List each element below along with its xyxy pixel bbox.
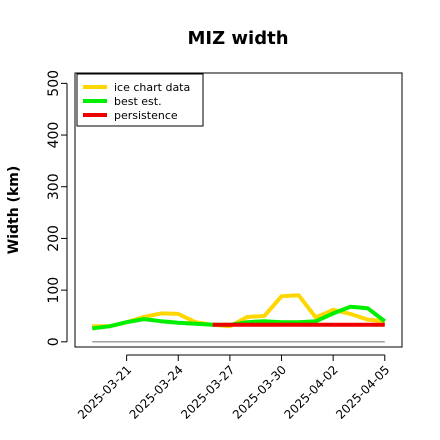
- x-tick-label: 2025-03-27: [178, 363, 237, 422]
- legend-label-ice-chart-data: ice chart data: [114, 81, 190, 94]
- legend-label-persistence: persistence: [114, 109, 178, 122]
- y-axis: 0 100 200 300 400 500: [46, 70, 68, 346]
- x-tick-label: 2025-04-02: [282, 363, 341, 422]
- y-tick-label: 500: [46, 70, 62, 97]
- y-tick-label: 300: [46, 173, 62, 200]
- x-tick-label: 2025-03-21: [75, 363, 134, 422]
- x-tick-label: 2025-03-24: [127, 363, 186, 422]
- chart-title: MIZ width: [187, 28, 288, 49]
- legend: ice chart data best est. persistence: [76, 73, 204, 127]
- y-tick-label: 100: [46, 277, 62, 304]
- y-tick-label: 200: [46, 225, 62, 252]
- plot-frame: [74, 72, 403, 348]
- legend-label-best-est: best est.: [114, 95, 162, 108]
- x-tick-label: 2025-04-05: [333, 363, 392, 422]
- y-tick-label: 0: [46, 337, 62, 346]
- x-tick-label: 2025-03-30: [230, 363, 289, 422]
- series-layer: [91, 293, 387, 343]
- x-axis: 2025-03-212025-03-242025-03-272025-03-30…: [75, 354, 392, 422]
- y-tick-label: 400: [46, 122, 62, 149]
- y-axis-label: Width (km): [6, 166, 22, 255]
